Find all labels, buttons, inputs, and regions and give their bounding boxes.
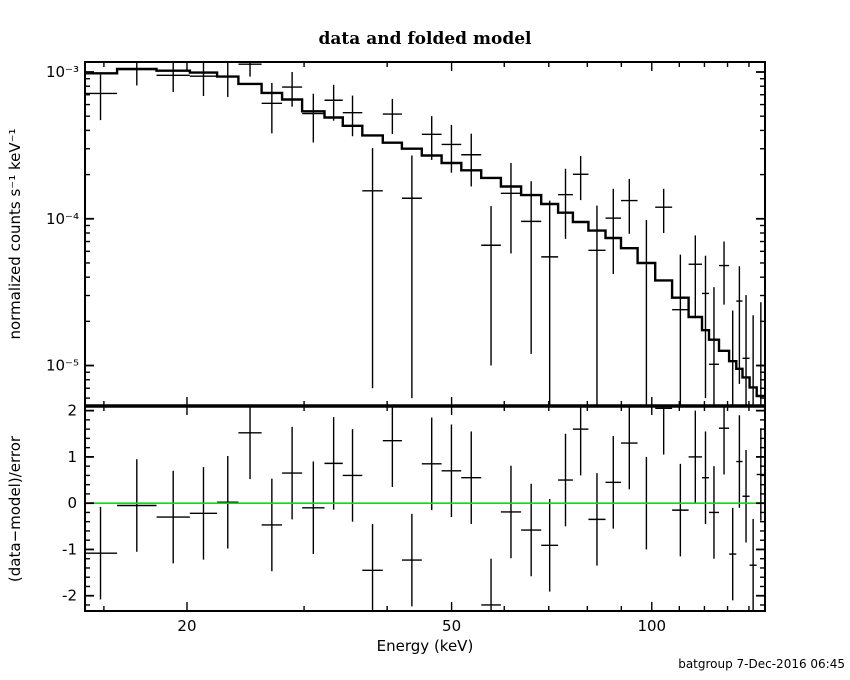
x-tick-label: 100 <box>637 617 666 635</box>
plot-generated-content: 20 50 100 10⁻³ 10⁻⁴ 10⁻⁵ -2 -1 0 1 2 <box>46 61 766 635</box>
y-tick-label: -1 <box>62 540 77 558</box>
x-tick-label: 20 <box>177 617 196 635</box>
y-tick-label: 10⁻⁵ <box>46 357 79 375</box>
x-axis-label: Energy (keV) <box>377 637 474 655</box>
y-tick-label: -2 <box>62 587 77 605</box>
y-tick-label: 1 <box>67 448 77 466</box>
spectrum-panel-frame <box>84 61 766 407</box>
y-tick-label: 10⁻⁴ <box>46 210 79 228</box>
y-tick-label: 2 <box>67 402 77 420</box>
y-axis-label-spectrum: normalized counts s⁻¹ keV⁻¹ <box>6 128 24 339</box>
timestamp-label: batgroup 7-Dec-2016 06:45 <box>678 657 845 671</box>
y-tick-label: 0 <box>67 494 77 512</box>
y-tick-label: 10⁻³ <box>46 63 79 81</box>
plot-title: data and folded model <box>319 29 533 49</box>
x-tick-label: 50 <box>442 617 461 635</box>
model-histogram <box>85 67 765 398</box>
y-axis-label-residuals: (data−model)/error <box>6 435 24 582</box>
